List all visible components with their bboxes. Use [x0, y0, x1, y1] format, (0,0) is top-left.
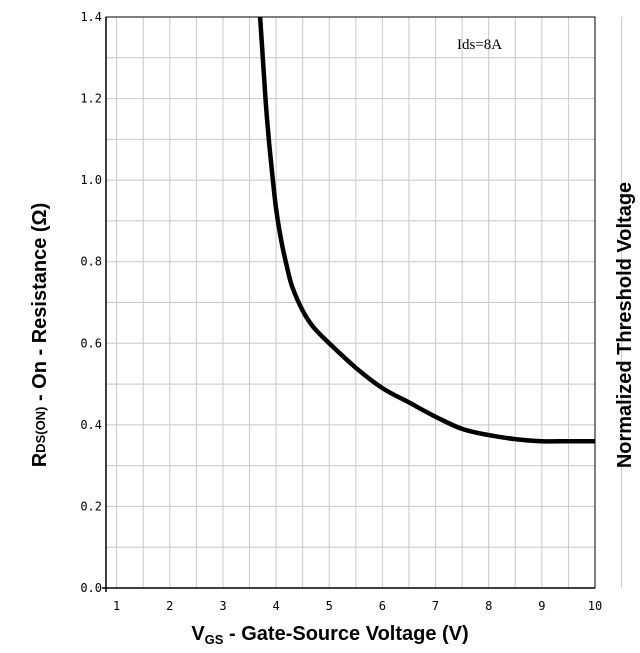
annotation-ids: Ids=8A	[457, 37, 502, 53]
y-tick-label: 1.2	[80, 92, 102, 106]
series-line	[257, 16, 595, 444]
y-tick-label: 1.4	[80, 10, 102, 24]
series-rdson-curve	[257, 16, 595, 444]
x-tick-label: 1	[113, 599, 120, 613]
grid	[106, 17, 623, 588]
y-tick-label: 0.4	[80, 418, 102, 432]
y-axis-label: RDS(ON) - On - Resistance (Ω)	[29, 203, 51, 468]
x-tick-label: 8	[485, 599, 492, 613]
x-axis-label: VGS - Gate-Source Voltage (V)	[191, 623, 468, 647]
y-tick-label: 0.8	[80, 255, 102, 269]
x-tick-label: 10	[588, 599, 602, 613]
x-tick-label: 2	[166, 599, 173, 613]
x-tick-labels: 1 2 3 4 5 6 7 8 9 10	[113, 599, 602, 613]
x-tick-label: 5	[326, 599, 333, 613]
x-tick-label: 3	[219, 599, 226, 613]
y-tick-label: 0.2	[80, 499, 102, 513]
y-tick-label: 1.0	[80, 173, 102, 187]
y-tick-label: 0.0	[80, 581, 102, 595]
y-tick-labels: 0.0 0.2 0.4 0.6 0.8 1.0 1.2 1.4	[80, 10, 102, 595]
x-tick-label: 7	[432, 599, 439, 613]
x-tick-label: 6	[379, 599, 386, 613]
x-tick-label: 9	[538, 599, 545, 613]
y-tick-label: 0.6	[80, 336, 102, 350]
secondary-y-axis-label: Normalized Threshold Voltage	[614, 182, 636, 468]
plot-frame	[102, 16, 596, 592]
x-tick-label: 4	[272, 599, 279, 613]
